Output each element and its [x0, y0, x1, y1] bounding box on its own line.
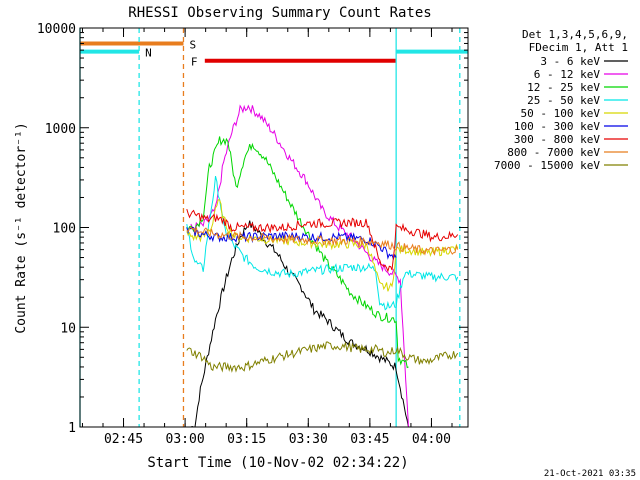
series-lines: [186, 104, 459, 427]
series-line: [186, 208, 459, 273]
legend-label: 25 - 50 keV: [527, 94, 600, 107]
y-axis-label: Count Rate (s⁻¹ detector⁻¹): [14, 122, 29, 333]
series-line: [186, 226, 397, 261]
x-tick-label: 02:45: [104, 432, 143, 447]
series-line: [186, 226, 459, 256]
legend-header: FDecim 1, Att 1: [529, 41, 628, 54]
footer-date: 21-Oct-2021 03:35: [544, 469, 636, 479]
series-line: [186, 175, 459, 311]
x-tick-label: 03:30: [289, 432, 328, 447]
series-line: [190, 220, 409, 427]
observing-flags: S N F: [80, 38, 468, 69]
legend-label: 300 - 800 keV: [514, 133, 600, 146]
legend-label: 100 - 300 keV: [514, 120, 600, 133]
legend-label: 7000 - 15000 keV: [494, 159, 600, 172]
series-line: [186, 341, 459, 373]
flag-label: S: [189, 38, 196, 51]
x-tick-label: 04:00: [412, 432, 451, 447]
flag-label: N: [145, 47, 152, 60]
x-axis-ticks: 02:45 03:00 03:15 03:30 03:45 04:00: [81, 28, 453, 447]
x-tick-label: 03:00: [166, 432, 205, 447]
legend-header: Det 1,3,4,5,6,9,: [522, 28, 628, 41]
y-tick-label: 100: [53, 222, 76, 237]
series-line: [190, 104, 409, 427]
legend-label: 3 - 6 keV: [540, 55, 600, 68]
time-markers: [79, 28, 461, 427]
legend-label: 6 - 12 keV: [534, 68, 601, 81]
legend-label: 50 - 100 keV: [521, 107, 601, 120]
y-tick-label: 10: [60, 321, 76, 336]
y-tick-label: 10000: [37, 22, 76, 37]
legend-label: 800 - 7000 keV: [507, 146, 600, 159]
plot-area: S N F: [79, 28, 468, 427]
x-tick-label: 03:45: [350, 432, 389, 447]
x-tick-label: 03:15: [227, 432, 266, 447]
y-tick-label: 1: [68, 421, 76, 436]
x-axis-label: Start Time (10-Nov-02 02:34:22): [147, 455, 408, 471]
chart-title: RHESSI Observing Summary Count Rates: [128, 5, 431, 21]
legend: Det 1,3,4,5,6,9,FDecim 1, Att 13 - 6 keV…: [494, 28, 628, 172]
y-tick-label: 1000: [45, 122, 76, 137]
series-line: [186, 199, 459, 292]
y-axis-ticks: 1 10 100 1000 10000: [37, 22, 468, 436]
series-line: [186, 136, 409, 369]
flag-label: F: [191, 56, 198, 69]
legend-label: 12 - 25 keV: [527, 81, 600, 94]
